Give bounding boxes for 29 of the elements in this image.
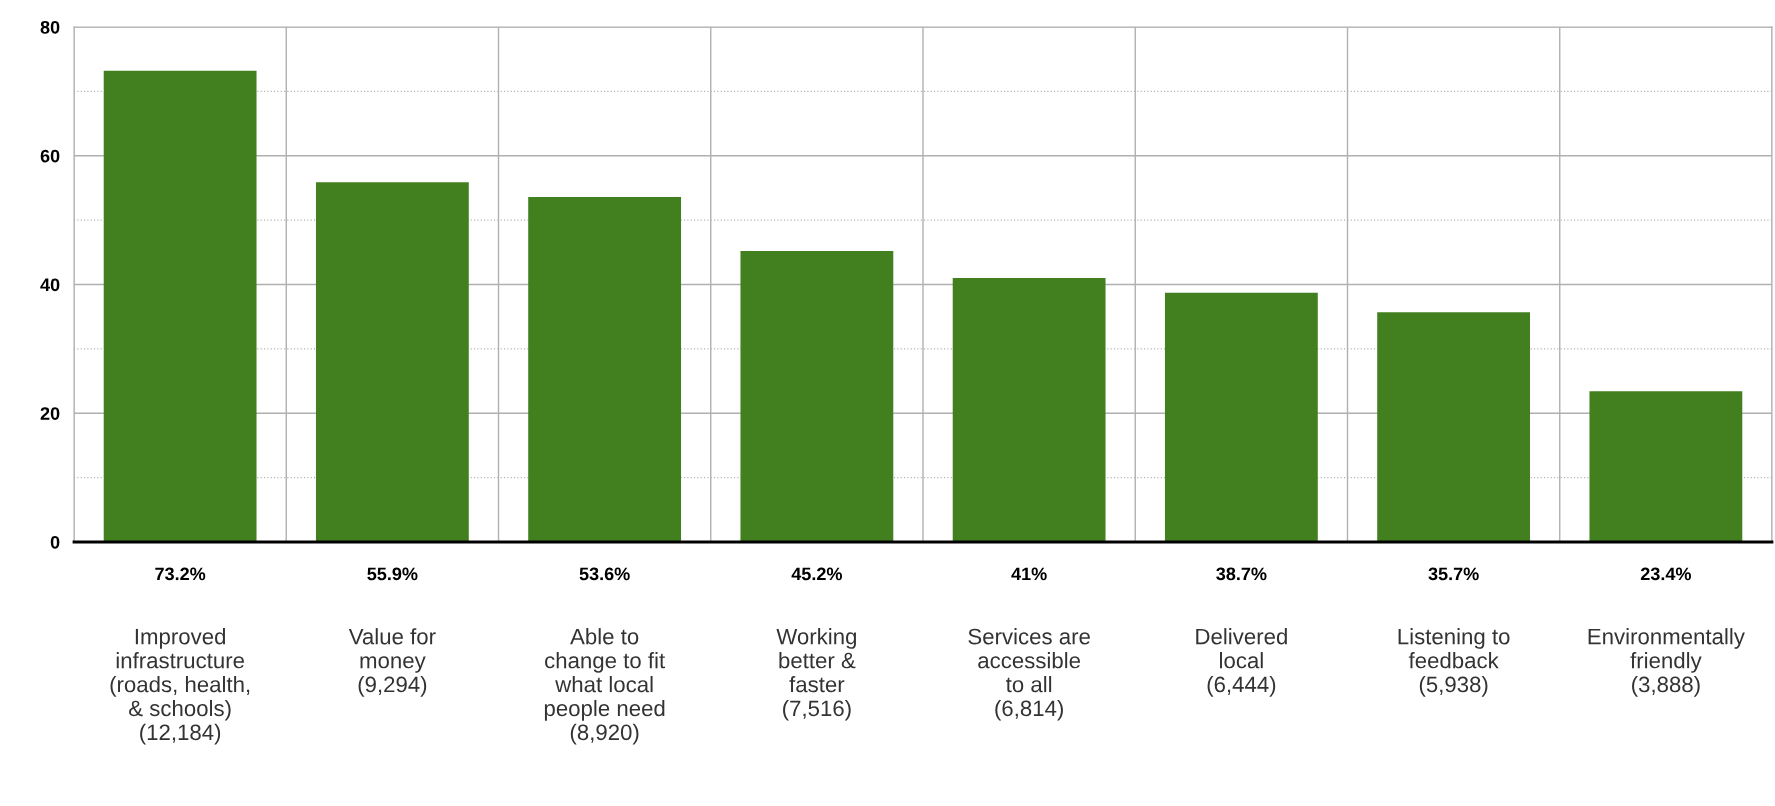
data-label: 38.7% bbox=[1216, 567, 1267, 581]
x-tick-label: Able to change to fit what local people need (8,920) bbox=[544, 628, 665, 745]
x-tick-label: Services are accessible to all (6,814) bbox=[968, 628, 1090, 721]
x-tick-label: Environmentally friendly (3,888) bbox=[1588, 628, 1745, 697]
data-label: 35.7% bbox=[1428, 567, 1479, 581]
x-tick-label: Delivered local (6,444) bbox=[1196, 628, 1287, 697]
x-tick-label: Listening to feedback (5,938) bbox=[1398, 628, 1510, 697]
data-label: 23.4% bbox=[1640, 567, 1691, 581]
data-label: 55.9% bbox=[367, 567, 418, 581]
bar bbox=[952, 278, 1106, 542]
y-tick-label: 40 bbox=[40, 278, 60, 292]
bar bbox=[315, 182, 469, 542]
data-label: 41% bbox=[1011, 567, 1047, 581]
y-tick-label: 60 bbox=[40, 149, 60, 163]
data-label: 45.2% bbox=[791, 567, 842, 581]
y-tick-label: 0 bbox=[50, 535, 60, 549]
y-tick-label: 20 bbox=[40, 407, 60, 420]
bar bbox=[1589, 391, 1743, 542]
data-label: 73.2% bbox=[155, 567, 206, 581]
x-tick-label: Improved infrastructure (roads, health, & schools) (12,184) bbox=[110, 628, 250, 745]
bar bbox=[103, 70, 257, 542]
bar bbox=[740, 251, 894, 542]
data-label: 53.6% bbox=[579, 567, 630, 581]
bar bbox=[528, 196, 682, 542]
x-tick-label: Value for money (9,294) bbox=[348, 628, 436, 697]
x-tick-label: Working better & faster (7,516) bbox=[776, 628, 856, 721]
bar bbox=[1377, 312, 1531, 542]
bar bbox=[1164, 292, 1318, 542]
y-tick-label: 80 bbox=[40, 20, 60, 34]
